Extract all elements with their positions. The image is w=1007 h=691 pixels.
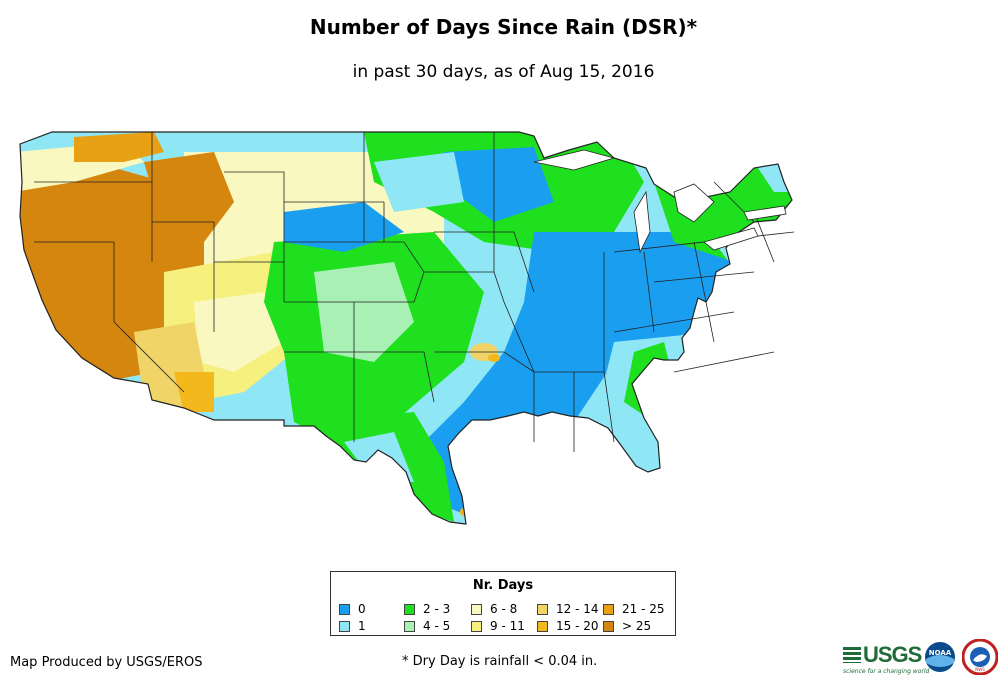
- legend-label: 4 - 5: [423, 619, 451, 633]
- legend-item-6: 12 - 14: [537, 602, 599, 616]
- legend-label: 6 - 8: [490, 602, 518, 616]
- nws-logo: NWS: [962, 639, 998, 675]
- legend-swatch: [404, 620, 415, 632]
- map-producer-credit: Map Produced by USGS/EROS: [10, 655, 203, 670]
- legend-swatch: [603, 603, 614, 615]
- usgs-logo: USGS: [843, 642, 922, 668]
- legend-swatch: [471, 620, 482, 632]
- legend-label: > 25: [622, 619, 652, 633]
- legend-swatch: [537, 603, 548, 615]
- legend-swatch: [339, 603, 350, 615]
- great-lakes: [533, 149, 787, 254]
- legend-label: 15 - 20: [556, 619, 599, 633]
- legend-item-7: 15 - 20: [537, 619, 599, 633]
- legend: Nr. Days 0 1 2 - 3 4 - 5 6 - 8 9 - 11 12…: [330, 571, 676, 636]
- us-dsr-map: [14, 122, 994, 542]
- legend-item-8: 21 - 25: [603, 602, 665, 616]
- legend-item-5: 9 - 11: [471, 619, 525, 633]
- legend-item-0: 0: [339, 602, 366, 616]
- dry-day-footnote: * Dry Day is rainfall < 0.04 in.: [402, 654, 598, 669]
- legend-item-4: 6 - 8: [471, 602, 517, 616]
- legend-item-2: 2 - 3: [404, 602, 450, 616]
- state-boundaries: [34, 132, 795, 452]
- legend-label: 21 - 25: [622, 602, 665, 616]
- map-title: Number of Days Since Rain (DSR)*: [309, 15, 698, 39]
- legend-label: 0: [358, 602, 366, 616]
- nws-logo-text: NWS: [975, 667, 985, 672]
- legend-label: 12 - 14: [556, 602, 599, 616]
- legend-swatch: [339, 620, 350, 632]
- legend-swatch: [537, 620, 548, 632]
- noaa-logo: NOAA: [925, 642, 955, 672]
- legend-label: 9 - 11: [490, 619, 525, 633]
- legend-swatch: [603, 620, 614, 632]
- usgs-tagline: science for a changing world: [843, 668, 930, 675]
- usgs-logo-text: USGS: [863, 642, 922, 667]
- legend-swatch: [404, 603, 415, 615]
- legend-item-1: 1: [339, 619, 366, 633]
- legend-swatch: [471, 603, 482, 615]
- legend-label: 1: [358, 619, 366, 633]
- legend-title: Nr. Days: [472, 578, 534, 593]
- map-subtitle: in past 30 days, as of Aug 15, 2016: [352, 62, 655, 82]
- noaa-logo-text: NOAA: [929, 649, 952, 657]
- legend-item-3: 4 - 5: [404, 619, 450, 633]
- usgs-stripes-icon: [843, 647, 861, 663]
- legend-label: 2 - 3: [423, 602, 451, 616]
- dsr-shading: [20, 132, 792, 524]
- legend-item-9: > 25: [603, 619, 651, 633]
